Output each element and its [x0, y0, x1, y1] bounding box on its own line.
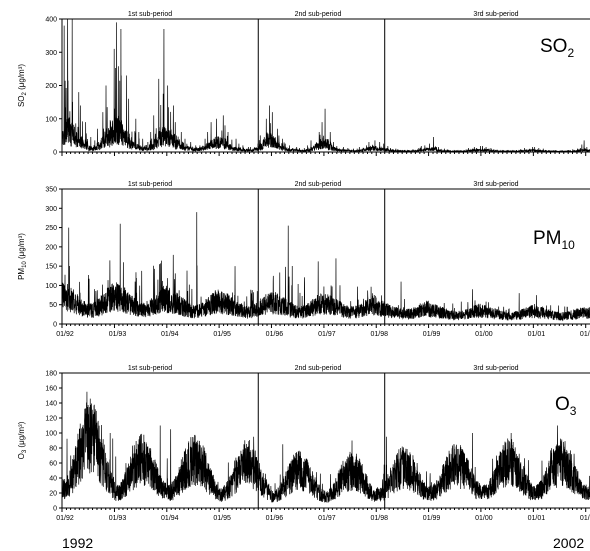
x-tick-label: 01/98: [370, 331, 388, 338]
y-tick-label: 0: [53, 322, 57, 329]
y-tick-label: 350: [45, 187, 57, 194]
y-tick-label: 160: [45, 386, 57, 393]
x-tick-label: 01/96: [266, 331, 284, 338]
x-tick-label: 01/01: [528, 515, 546, 522]
y-tick-label: 200: [45, 244, 57, 251]
series-name-label: PM10: [533, 228, 575, 252]
x-tick-label: 01/99: [423, 515, 441, 522]
x-tick-label: 01/01: [528, 331, 546, 338]
y-tick-label: 100: [45, 283, 57, 290]
series-line: [61, 212, 590, 322]
y-axis-label: SO2 (μg/m³): [17, 64, 28, 107]
x-tick-label: 01/02: [580, 515, 590, 522]
axis-frame: [61, 19, 590, 153]
x-tick-label: 01/95: [213, 331, 231, 338]
sub-period-label: 3rd sub-period: [473, 365, 518, 372]
x-tick-label: 01/92: [56, 515, 74, 522]
sub-period-label: 3rd sub-period: [473, 11, 518, 18]
sub-period-label: 3rd sub-period: [473, 181, 518, 188]
x-tick-label: 01/97: [318, 515, 336, 522]
x-tick-label: 01/94: [161, 331, 179, 338]
y-tick-label: 20: [49, 491, 57, 498]
series-line: [61, 391, 590, 503]
x-tick-label: 01/99: [423, 331, 441, 338]
y-tick-label: 60: [49, 461, 57, 468]
sub-period-label: 1st sub-period: [128, 11, 172, 18]
sub-period-label: 1st sub-period: [128, 181, 172, 188]
so2-panel: 0 100 200 300 400 1st sub-period 2nd sub-perio…: [17, 11, 590, 157]
y-tick-label: 150: [45, 264, 57, 271]
series-name-label: O3: [555, 394, 577, 418]
x-tick-label: 01/97: [318, 331, 336, 338]
y-tick-label: 140: [45, 401, 57, 408]
pm10-panel: 0 50 100 150 200 250 300 350 01/92 01/93 01/94 01/9…: [17, 181, 590, 338]
y-tick-label: 0: [53, 506, 57, 513]
y-tick-label: 250: [45, 225, 57, 232]
x-tick-label: 01/92: [56, 331, 74, 338]
x-tick-label: 01/00: [475, 331, 493, 338]
year-end-label: 2002: [553, 535, 584, 551]
x-tick-label: 01/93: [109, 515, 127, 522]
y-tick-label: 180: [45, 371, 57, 378]
y-axis-label: PM10 (μg/m³): [17, 233, 28, 280]
sub-period-label: 1st sub-period: [128, 365, 172, 372]
y-tick-label: 300: [45, 206, 57, 213]
y-tick-label: 100: [45, 431, 57, 438]
y-tick-label: 100: [45, 116, 57, 123]
y-tick-label: 120: [45, 416, 57, 423]
year-start-label: 1992: [62, 535, 93, 551]
series-name-label: SO2: [540, 36, 574, 60]
y-tick-label: 40: [49, 476, 57, 483]
y-tick-label: 80: [49, 446, 57, 453]
y-tick-label: 300: [45, 50, 57, 57]
y-tick-label: 200: [45, 83, 57, 90]
o3-panel: 0 20 40 60 80 100 120 140 160 180 01/92 01/93 01/94 0…: [17, 365, 590, 522]
x-tick-label: 01/00: [475, 515, 493, 522]
x-tick-label: 01/02: [580, 331, 590, 338]
x-tick-label: 01/98: [370, 515, 388, 522]
y-axis-label: O3 (μg/m³): [17, 421, 28, 459]
series-line: [61, 18, 590, 154]
x-tick-label: 01/94: [161, 515, 179, 522]
x-tick-label: 01/95: [213, 515, 231, 522]
sub-period-label: 2nd sub-period: [295, 181, 342, 188]
y-tick-label: 50: [49, 302, 57, 309]
y-tick-label: 400: [45, 17, 57, 24]
y-tick-label: 0: [53, 150, 57, 157]
sub-period-label: 2nd sub-period: [295, 11, 342, 18]
sub-period-label: 2nd sub-period: [295, 365, 342, 372]
x-tick-label: 01/96: [266, 515, 284, 522]
x-tick-label: 01/93: [109, 331, 127, 338]
